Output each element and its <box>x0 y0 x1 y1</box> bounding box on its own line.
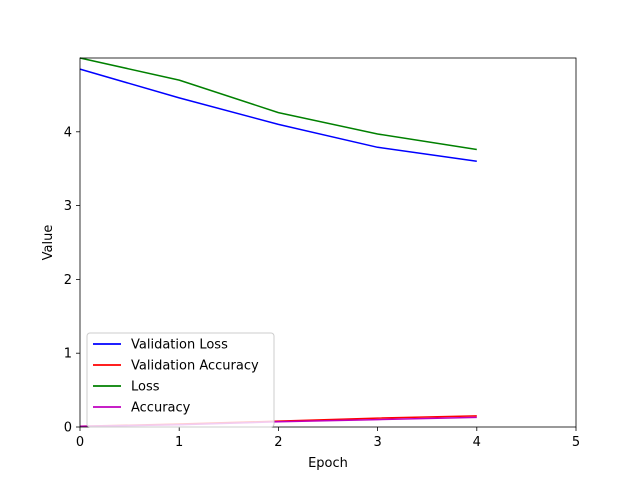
x-tick-label: 5 <box>572 435 580 450</box>
plot-frame <box>79 57 577 428</box>
x-tick-label: 4 <box>473 435 481 450</box>
x-axis-title: Epoch <box>308 456 348 471</box>
series-line-loss <box>79 57 477 151</box>
legend: Validation Loss Validation Accuracy Loss Ac… <box>86 332 275 428</box>
legend-box <box>86 332 275 428</box>
series-line-validation-loss <box>79 68 477 163</box>
y-tick-label: 0 <box>64 421 72 436</box>
y-tick-label: 1 <box>64 347 72 362</box>
y-tick-label: 4 <box>64 125 72 140</box>
legend-label-loss: Loss <box>131 380 160 395</box>
chart-axes: 0 1 2 3 4 5 0 1 2 3 4 Epoch Value <box>41 57 580 471</box>
x-tick-label: 2 <box>274 435 282 450</box>
legend-label-validation-accuracy: Validation Accuracy <box>131 359 259 374</box>
x-tick-label: 3 <box>373 435 381 450</box>
legend-label-validation-loss: Validation Loss <box>131 338 228 353</box>
legend-label-accuracy: Accuracy <box>131 401 191 416</box>
x-tick-label: 0 <box>76 435 84 450</box>
y-tick-label: 3 <box>64 199 72 214</box>
y-tick-label: 2 <box>64 273 72 288</box>
y-axis-title: Value <box>41 225 56 261</box>
x-tick-label: 1 <box>175 435 183 450</box>
